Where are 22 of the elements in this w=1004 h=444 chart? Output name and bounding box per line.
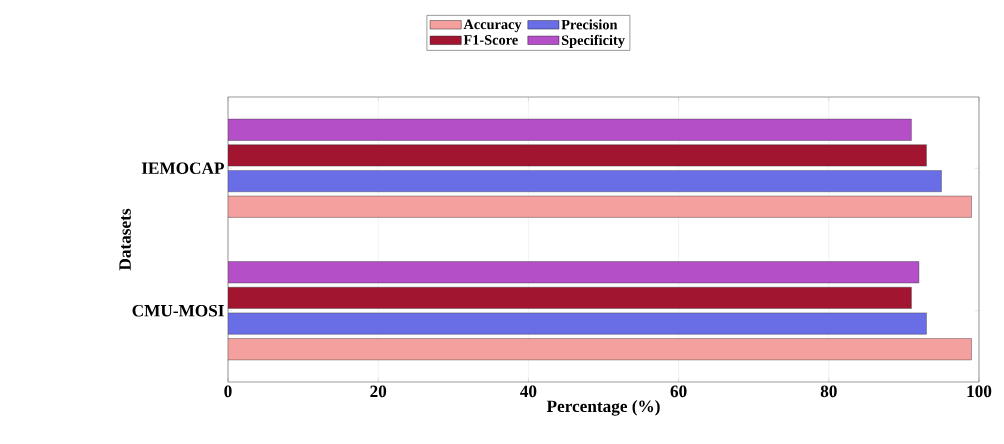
x-tick-label: 0 bbox=[224, 385, 232, 398]
y-axis-title: Datasets bbox=[119, 208, 131, 271]
x-tick-label: 100 bbox=[967, 385, 992, 398]
bar bbox=[228, 287, 912, 309]
x-axis-title: Percentage (%) bbox=[546, 399, 660, 416]
x-tick-label: 80 bbox=[820, 385, 837, 398]
bar bbox=[228, 261, 920, 284]
legend-label: Precision bbox=[561, 19, 618, 30]
legend-label: F1-Score bbox=[463, 35, 518, 45]
bar bbox=[228, 338, 972, 361]
bar bbox=[228, 312, 927, 335]
y-tick-label: CMU-MOSI bbox=[132, 304, 224, 317]
legend-label: Accuracy bbox=[463, 19, 522, 33]
bar bbox=[228, 118, 912, 141]
bar bbox=[228, 195, 972, 218]
x-tick-label: 20 bbox=[370, 385, 387, 398]
legend-label: Specificity bbox=[561, 34, 625, 48]
x-tick-label: 40 bbox=[520, 385, 537, 398]
bar bbox=[228, 144, 927, 167]
bar bbox=[228, 170, 942, 192]
x-tick-label: 60 bbox=[670, 385, 687, 398]
y-tick-label: IEMOCAP bbox=[141, 162, 224, 175]
